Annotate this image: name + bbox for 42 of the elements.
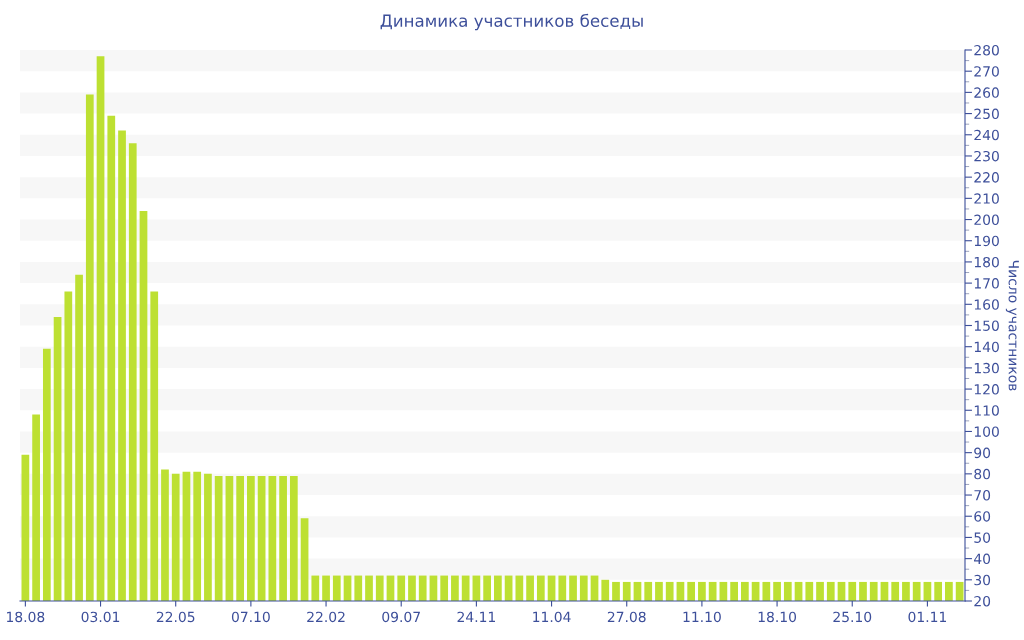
y-tick-label: 120	[974, 384, 999, 395]
y-tick-label: 30	[974, 574, 991, 586]
x-tick-label: 24.11	[457, 611, 495, 622]
y-tick-label: 180	[974, 256, 999, 268]
x-tick-label: 18.08	[7, 611, 45, 623]
y-tick-label: 250	[974, 108, 999, 120]
x-tick-label: 11.04	[533, 611, 571, 623]
y-tick-label: 150	[974, 320, 999, 331]
y-tick-label: 220	[974, 172, 999, 183]
y-tick-label: 240	[974, 129, 999, 141]
x-tick-label: 18.10	[758, 611, 797, 623]
x-tick-label: 27.08	[607, 611, 646, 623]
y-tick-label: 260	[974, 87, 999, 98]
x-tick-label: 09.07	[382, 611, 420, 623]
y-tick-label: 50	[974, 532, 991, 543]
x-tick-label: 22.02	[307, 611, 345, 623]
x-tick-label: 22.05	[156, 611, 195, 623]
y-tick-label: 200	[974, 214, 999, 226]
y-tick-label: 160	[974, 299, 999, 310]
y-tick-label: 130	[974, 362, 999, 374]
y-tick-label: 270	[974, 66, 999, 77]
x-tick-label: 07.10	[231, 611, 270, 623]
y-tick-label: 170	[974, 278, 999, 289]
y-tick-label: 280	[974, 44, 999, 56]
y-tick-label: 140	[974, 341, 999, 353]
y-tick-label: 20	[974, 595, 991, 607]
y-tick-label: 210	[974, 193, 999, 204]
y-tick-label: 90	[974, 447, 991, 459]
x-tick-label: 25.10	[833, 611, 872, 623]
y-tick-label: 80	[974, 468, 991, 480]
y-tick-label: 70	[974, 490, 991, 501]
y-tick-label: 230	[974, 150, 999, 162]
x-tick-label: 03.01	[81, 611, 120, 623]
y-tick-label: 40	[974, 553, 991, 565]
y-tick-label: 110	[974, 405, 999, 416]
y-tick-label: 60	[974, 511, 991, 522]
y-tick-label: 100	[974, 426, 999, 437]
y-tick-label: 190	[974, 235, 999, 247]
x-tick-label: 11.10	[683, 611, 721, 623]
chart-title: Динамика участников беседы	[380, 13, 643, 31]
x-tick-label: 01.11	[908, 611, 947, 623]
y-axis-title: Число участников	[1005, 260, 1019, 391]
